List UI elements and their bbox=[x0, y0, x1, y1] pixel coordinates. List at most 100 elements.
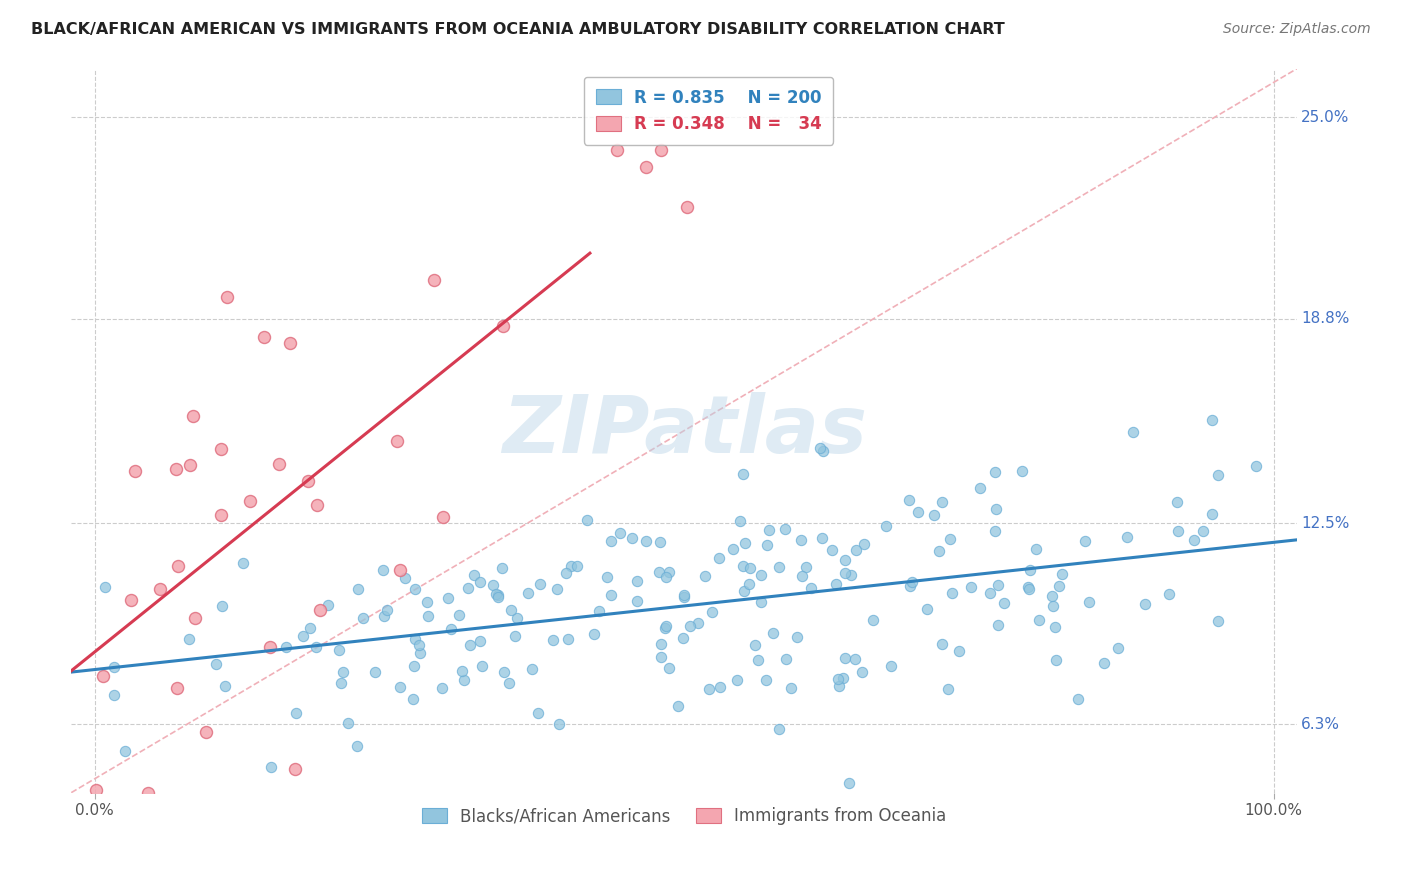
Point bbox=[260, 760, 283, 774]
Point bbox=[120, 593, 142, 607]
Point bbox=[1017, 581, 1039, 595]
Point bbox=[195, 724, 218, 739]
Point bbox=[626, 574, 648, 589]
Point bbox=[734, 536, 756, 550]
Point bbox=[499, 603, 522, 617]
Point bbox=[284, 762, 307, 776]
Point bbox=[755, 673, 778, 687]
Point bbox=[548, 717, 571, 731]
Point bbox=[1050, 566, 1073, 581]
Text: 12.5%: 12.5% bbox=[1301, 516, 1350, 531]
Text: ZIPatlas: ZIPatlas bbox=[502, 392, 866, 469]
Point bbox=[560, 559, 582, 574]
Point bbox=[439, 622, 461, 636]
Point bbox=[907, 505, 929, 519]
Point bbox=[373, 608, 395, 623]
Point bbox=[330, 676, 353, 690]
Point bbox=[309, 603, 332, 617]
Point bbox=[666, 698, 689, 713]
Point bbox=[209, 508, 232, 522]
Point bbox=[845, 543, 868, 558]
Point bbox=[252, 330, 274, 344]
Point bbox=[409, 646, 432, 660]
Point bbox=[305, 640, 328, 654]
Point bbox=[821, 543, 844, 558]
Point bbox=[984, 466, 1007, 480]
Point bbox=[1018, 582, 1040, 596]
Point bbox=[93, 580, 115, 594]
Point bbox=[898, 578, 921, 592]
Point bbox=[232, 556, 254, 570]
Point bbox=[600, 534, 623, 549]
Point bbox=[492, 318, 515, 333]
Point bbox=[799, 581, 821, 595]
Point bbox=[979, 586, 1001, 600]
Point bbox=[485, 587, 508, 601]
Point bbox=[1244, 458, 1267, 473]
Point bbox=[346, 582, 368, 596]
Point bbox=[211, 599, 233, 613]
Point bbox=[851, 665, 873, 679]
Point bbox=[149, 582, 172, 596]
Point bbox=[751, 595, 773, 609]
Point bbox=[993, 596, 1015, 610]
Point bbox=[673, 590, 696, 604]
Point bbox=[747, 653, 769, 667]
Point bbox=[1025, 541, 1047, 556]
Point bbox=[606, 143, 628, 157]
Point bbox=[969, 481, 991, 495]
Point bbox=[897, 493, 920, 508]
Point bbox=[447, 608, 470, 623]
Point bbox=[165, 461, 187, 475]
Point bbox=[596, 570, 619, 584]
Point bbox=[936, 681, 959, 696]
Point bbox=[204, 657, 226, 672]
Point bbox=[679, 618, 702, 632]
Point bbox=[1122, 425, 1144, 439]
Point bbox=[762, 625, 785, 640]
Point bbox=[103, 660, 125, 674]
Point bbox=[506, 611, 529, 625]
Point bbox=[875, 518, 897, 533]
Point bbox=[470, 634, 492, 648]
Point bbox=[987, 617, 1010, 632]
Text: Source: ZipAtlas.com: Source: ZipAtlas.com bbox=[1223, 22, 1371, 37]
Point bbox=[457, 581, 479, 595]
Point bbox=[337, 716, 360, 731]
Point bbox=[209, 442, 232, 456]
Point bbox=[292, 629, 315, 643]
Point bbox=[432, 509, 454, 524]
Point bbox=[297, 474, 319, 488]
Point bbox=[136, 786, 159, 800]
Point bbox=[773, 522, 796, 536]
Point bbox=[1201, 507, 1223, 521]
Point bbox=[404, 582, 426, 597]
Point bbox=[922, 508, 945, 523]
Point bbox=[738, 577, 761, 591]
Point bbox=[824, 576, 846, 591]
Point bbox=[491, 560, 513, 574]
Point bbox=[650, 143, 672, 157]
Point bbox=[582, 627, 605, 641]
Point bbox=[103, 689, 125, 703]
Point bbox=[1028, 613, 1050, 627]
Point bbox=[941, 586, 963, 600]
Point bbox=[901, 575, 924, 590]
Point bbox=[1092, 657, 1115, 671]
Point bbox=[1182, 533, 1205, 547]
Point bbox=[1011, 464, 1033, 478]
Point bbox=[432, 681, 454, 696]
Point bbox=[655, 619, 678, 633]
Point bbox=[984, 524, 1007, 538]
Point bbox=[576, 513, 599, 527]
Point bbox=[416, 595, 439, 609]
Point bbox=[834, 553, 856, 567]
Point bbox=[352, 611, 374, 625]
Point bbox=[1066, 692, 1088, 706]
Point bbox=[654, 622, 676, 636]
Point bbox=[471, 658, 494, 673]
Point bbox=[298, 621, 321, 635]
Point bbox=[731, 559, 754, 574]
Point bbox=[488, 590, 510, 604]
Point bbox=[650, 637, 672, 651]
